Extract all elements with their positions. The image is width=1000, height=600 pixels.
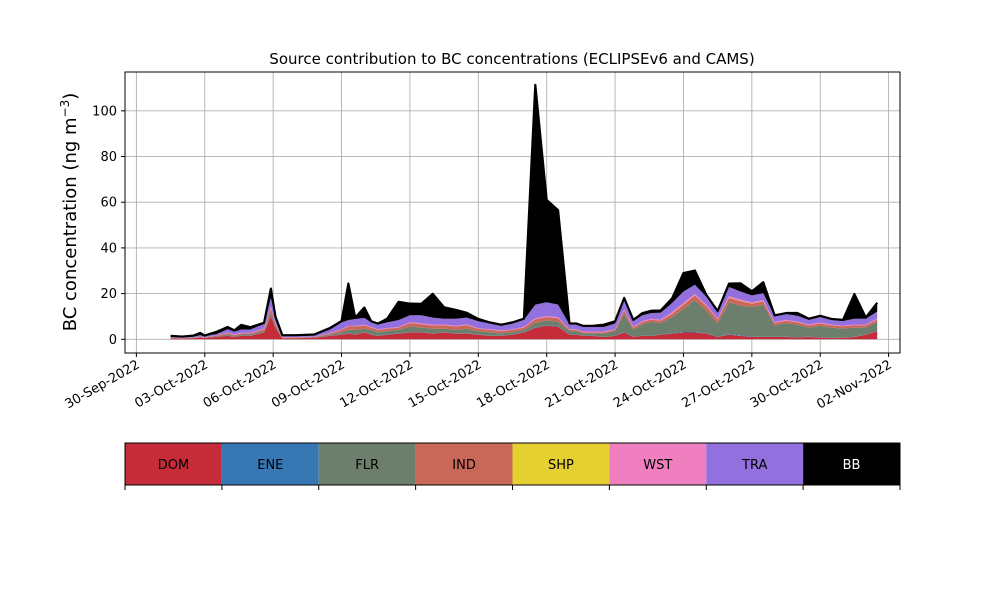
y-tick-label: 0 — [109, 333, 117, 348]
legend-swatch-flr — [318, 443, 416, 485]
legend-swatch-bb — [803, 443, 900, 485]
y-tick-label: 20 — [100, 287, 117, 302]
area-ind — [170, 295, 878, 339]
legend-label-ind: IND — [452, 458, 476, 473]
y-axis-label-main: BC concentration (ng m — [60, 117, 81, 331]
legend-label-flr: FLR — [355, 458, 379, 473]
legend-swatch-wst — [609, 443, 707, 485]
legend-swatch-ene — [221, 443, 319, 485]
legend-swatch-ind — [415, 443, 513, 485]
legend-label-bb: BB — [843, 458, 861, 473]
legend-swatch-shp — [512, 443, 610, 485]
legend-colorbar: DOM ENE FLR IND SHP WST TRA BB — [124, 442, 901, 490]
area-tra — [170, 284, 878, 338]
y-tick-label: 60 — [100, 196, 117, 211]
legend-label-ene: ENE — [257, 458, 283, 473]
chart-title: Source contribution to BC concentrations… — [269, 50, 754, 68]
total-outline — [170, 83, 879, 338]
legend-label-dom: DOM — [158, 458, 189, 473]
legend-swatch-tra — [706, 443, 804, 485]
area-flr — [170, 299, 878, 339]
stacked-areas — [170, 84, 878, 340]
y-axis-label-superscript: −3 — [58, 100, 72, 118]
y-axis-label-suffix: ) — [60, 93, 81, 100]
y-axis-label: BC concentration (ng m−3) — [58, 93, 81, 332]
axes-frame — [124, 71, 901, 354]
legend-label-wst: WST — [643, 458, 672, 473]
y-tick-label: 80 — [100, 150, 117, 165]
y-tick-label: 40 — [100, 241, 117, 256]
total-line — [170, 83, 879, 338]
legend-label-shp: SHP — [548, 458, 574, 473]
area-dom — [170, 316, 878, 340]
y-tick-label: 100 — [92, 104, 117, 119]
legend-label-tra: TRA — [741, 458, 767, 473]
legend-swatch-dom — [125, 443, 222, 485]
